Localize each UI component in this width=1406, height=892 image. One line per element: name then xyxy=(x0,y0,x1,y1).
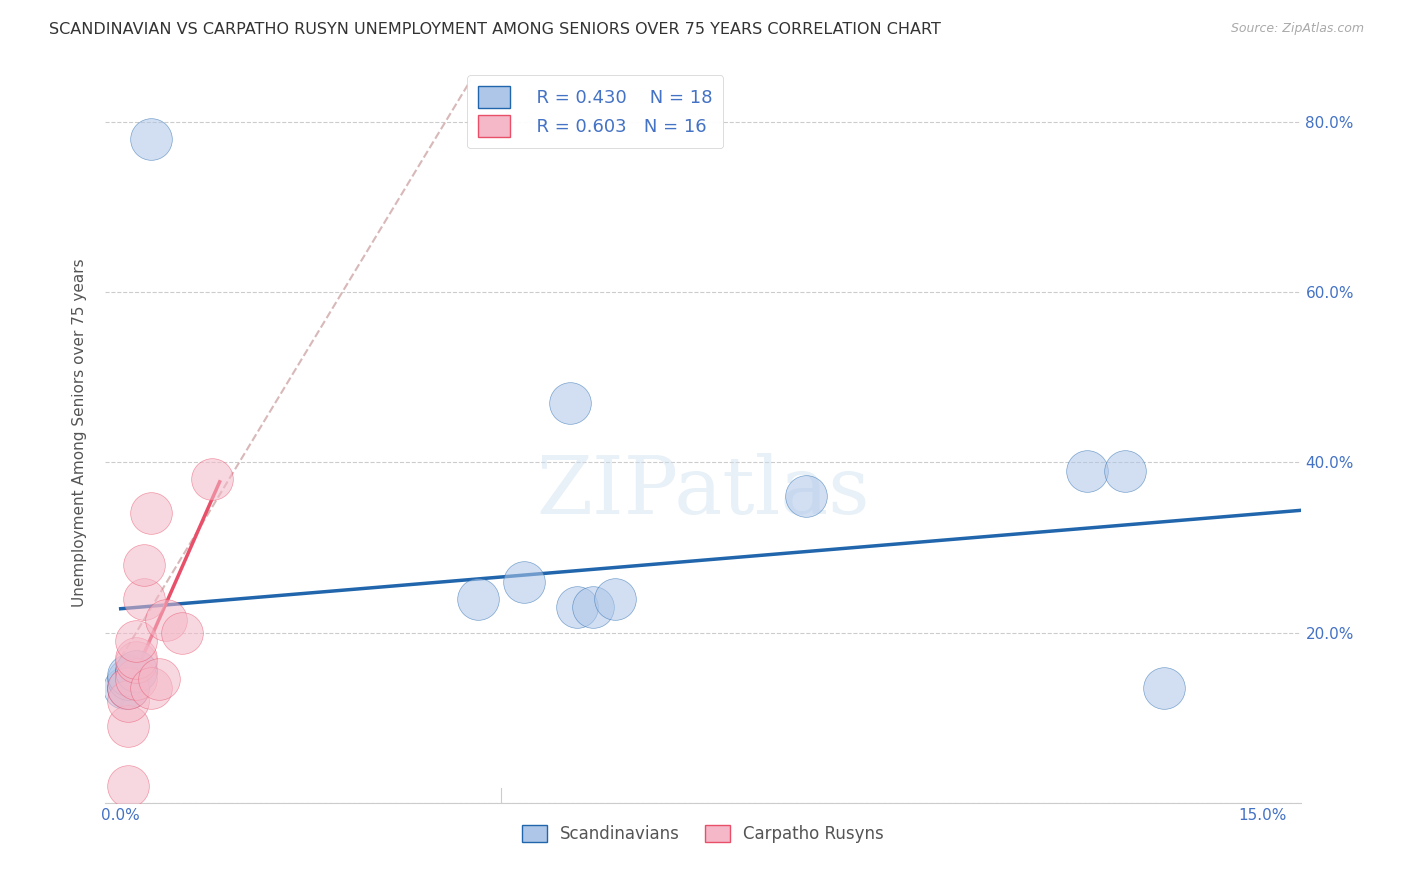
Text: ZIPatlas: ZIPatlas xyxy=(536,453,870,531)
Point xyxy=(125,634,148,648)
Point xyxy=(139,507,162,521)
Point xyxy=(467,591,489,606)
Point xyxy=(139,132,162,146)
Y-axis label: Unemployment Among Seniors over 75 years: Unemployment Among Seniors over 75 years xyxy=(72,259,87,607)
Point xyxy=(794,490,817,504)
Point xyxy=(558,396,581,410)
Point xyxy=(1114,464,1136,478)
Text: Source: ZipAtlas.com: Source: ZipAtlas.com xyxy=(1230,22,1364,36)
Point xyxy=(567,600,589,615)
Point xyxy=(117,694,139,708)
Point xyxy=(201,472,224,486)
Point xyxy=(117,681,139,695)
Point xyxy=(170,625,193,640)
Point xyxy=(1076,464,1098,478)
Point xyxy=(125,651,148,665)
Point xyxy=(1153,681,1175,695)
Point xyxy=(114,681,136,695)
Point xyxy=(513,574,536,589)
Point xyxy=(117,719,139,733)
Point xyxy=(125,673,148,687)
Point xyxy=(155,613,177,627)
Point xyxy=(125,656,148,670)
Point xyxy=(125,664,148,678)
Point xyxy=(117,779,139,793)
Point xyxy=(132,558,155,572)
Point xyxy=(117,668,139,682)
Point xyxy=(139,681,162,695)
Point xyxy=(117,673,139,687)
Point xyxy=(125,664,148,678)
Legend: Scandinavians, Carpatho Rusyns: Scandinavians, Carpatho Rusyns xyxy=(515,819,891,850)
Point xyxy=(132,591,155,606)
Point xyxy=(148,673,170,687)
Point xyxy=(117,681,139,695)
Text: SCANDINAVIAN VS CARPATHO RUSYN UNEMPLOYMENT AMONG SENIORS OVER 75 YEARS CORRELAT: SCANDINAVIAN VS CARPATHO RUSYN UNEMPLOYM… xyxy=(49,22,941,37)
Point xyxy=(605,591,627,606)
Point xyxy=(581,600,603,615)
Point xyxy=(117,681,139,695)
